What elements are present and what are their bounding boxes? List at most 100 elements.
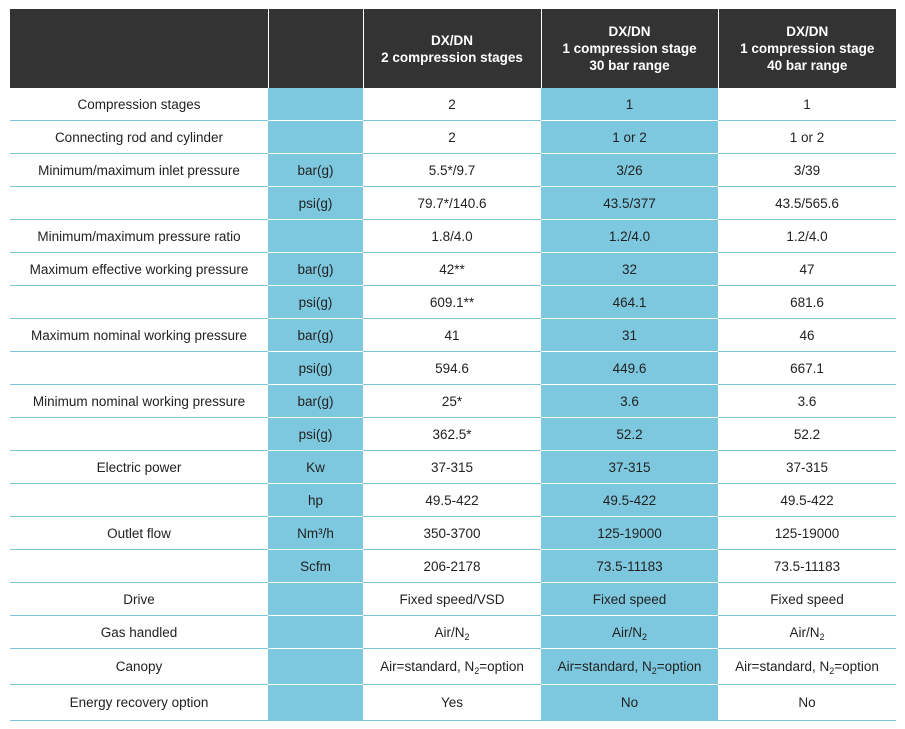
row-unit (268, 88, 363, 121)
row-label: Gas handled (10, 615, 268, 649)
table-row: Compression stages 2 1 1 (10, 88, 896, 121)
row-value: 464.1 (541, 285, 718, 319)
row-label (10, 417, 268, 451)
column-header-line: 2 compression stages (381, 49, 523, 65)
column-header-line: DX/DN (430, 32, 473, 48)
row-value: 73.5-11183 (718, 549, 896, 583)
column-header-3: DX/DN 1 compression stage 30 bar range (541, 9, 719, 88)
value-text: Air=standard, N (557, 659, 652, 674)
row-value: No (718, 684, 896, 721)
row-value: Air/N2 (718, 615, 896, 649)
subscript: 2 (464, 631, 470, 642)
table-row: hp 49.5-422 49.5-422 49.5-422 (10, 483, 896, 517)
column-header-line: DX/DN (608, 24, 651, 39)
value-text: Air/N (789, 624, 820, 640)
row-unit (268, 615, 363, 649)
row-unit: bar(g) (268, 252, 363, 286)
row-value: 5.5*/9.7 (363, 153, 541, 187)
value-text: Air=standard, N (380, 659, 475, 674)
row-value: 2 (363, 88, 541, 121)
column-header-4: DX/DN 1 compression stage 40 bar range (718, 9, 896, 88)
row-unit: psi(g) (268, 417, 363, 451)
row-label: Energy recovery option (10, 684, 268, 721)
table-row: Canopy Air=standard, N2=option Air=standar… (10, 648, 896, 685)
row-label: Compression stages (10, 88, 268, 121)
row-unit: bar(g) (268, 318, 363, 352)
row-value: 73.5-11183 (541, 549, 718, 583)
table-row: Energy recovery option Yes No No (10, 684, 896, 721)
row-label: Connecting rod and cylinder (10, 120, 268, 154)
subscript: 2 (474, 666, 480, 676)
value-text: Air/N (611, 624, 642, 640)
row-value: 37-315 (718, 450, 896, 484)
column-header-line: DX/DN (786, 24, 829, 39)
row-unit (268, 648, 363, 685)
table-row: Maximum nominal working pressure bar(g) 41… (10, 318, 896, 352)
row-label: Canopy (10, 648, 268, 685)
row-unit: hp (268, 483, 363, 517)
column-header-0 (10, 9, 269, 88)
row-value: 681.6 (718, 285, 896, 319)
row-value: 43.5/565.6 (718, 186, 896, 220)
table-row: Scfm 206-2178 73.5-11183 73.5-11183 (10, 549, 896, 583)
row-value: 49.5-422 (718, 483, 896, 517)
row-value: 3/39 (718, 153, 896, 187)
row-unit: psi(g) (268, 285, 363, 319)
row-value: Air=standard, N2=option (718, 648, 896, 685)
value-text: Air/N (434, 624, 465, 640)
column-header-line: 1 compression stage (740, 41, 875, 56)
row-value: 667.1 (718, 351, 896, 385)
row-value: 43.5/377 (541, 186, 718, 220)
row-value: 47 (718, 252, 896, 286)
table-row: psi(g) 362.5* 52.2 52.2 (10, 417, 896, 451)
row-value: Air=standard, N2=option (541, 648, 718, 685)
table-row: Outlet flow Nm³/h 350-3700 125-19000 125-190… (10, 516, 896, 550)
row-value: 1 or 2 (718, 120, 896, 154)
row-value: 1 (718, 88, 896, 121)
column-header-line: 1 compression stage (562, 41, 697, 56)
row-unit: Nm³/h (268, 516, 363, 550)
table-row: psi(g) 594.6 449.6 667.1 (10, 351, 896, 385)
value-text-suffix: =option (479, 659, 524, 674)
row-value: 2 (363, 120, 541, 154)
row-value: Air=standard, N2=option (363, 648, 541, 685)
row-label: Maximum nominal working pressure (10, 318, 268, 352)
row-value: Air/N2 (363, 615, 541, 649)
subscript: 2 (651, 666, 657, 676)
row-value: No (541, 684, 718, 721)
row-value: 3.6 (718, 384, 896, 418)
row-value: 46 (718, 318, 896, 352)
row-label: Minimum/maximum pressure ratio (10, 219, 268, 253)
header-row: DX/DN 2 compression stages DX/DN 1 compress… (10, 9, 896, 88)
value-text-suffix: =option (656, 659, 702, 674)
row-label (10, 186, 268, 220)
row-value: 41 (363, 318, 541, 352)
row-unit: psi(g) (268, 186, 363, 220)
row-value: 1.8/4.0 (363, 219, 541, 253)
row-value: 32 (541, 252, 718, 286)
table-row: Minimum/maximum inlet pressure bar(g) 5.5*… (10, 153, 896, 187)
row-value: 594.6 (363, 351, 541, 385)
spec-table-container: DX/DN 2 compression stages DX/DN 1 compress… (10, 9, 896, 721)
row-value: 1 (541, 88, 718, 121)
row-unit (268, 582, 363, 616)
column-header-1 (268, 9, 364, 88)
row-value: Fixed speed (541, 582, 718, 616)
row-value: 362.5* (363, 417, 541, 451)
table-row: Minimum/maximum pressure ratio 1.8/4.0 1.2… (10, 219, 896, 253)
row-value: 350-3700 (363, 516, 541, 550)
row-value: 31 (541, 318, 718, 352)
spec-table: DX/DN 2 compression stages DX/DN 1 compress… (10, 9, 896, 721)
row-value: Fixed speed (718, 582, 896, 616)
row-unit: bar(g) (268, 153, 363, 187)
value-text-suffix: =option (834, 659, 879, 674)
table-row: psi(g) 609.1** 464.1 681.6 (10, 285, 896, 319)
row-value: 25* (363, 384, 541, 418)
row-unit: psi(g) (268, 351, 363, 385)
row-value: 3/26 (541, 153, 718, 187)
row-label (10, 483, 268, 517)
row-value: 49.5-422 (541, 483, 718, 517)
row-value: 52.2 (718, 417, 896, 451)
table-body: Compression stages 2 1 1 Connecting rod and … (10, 88, 896, 721)
